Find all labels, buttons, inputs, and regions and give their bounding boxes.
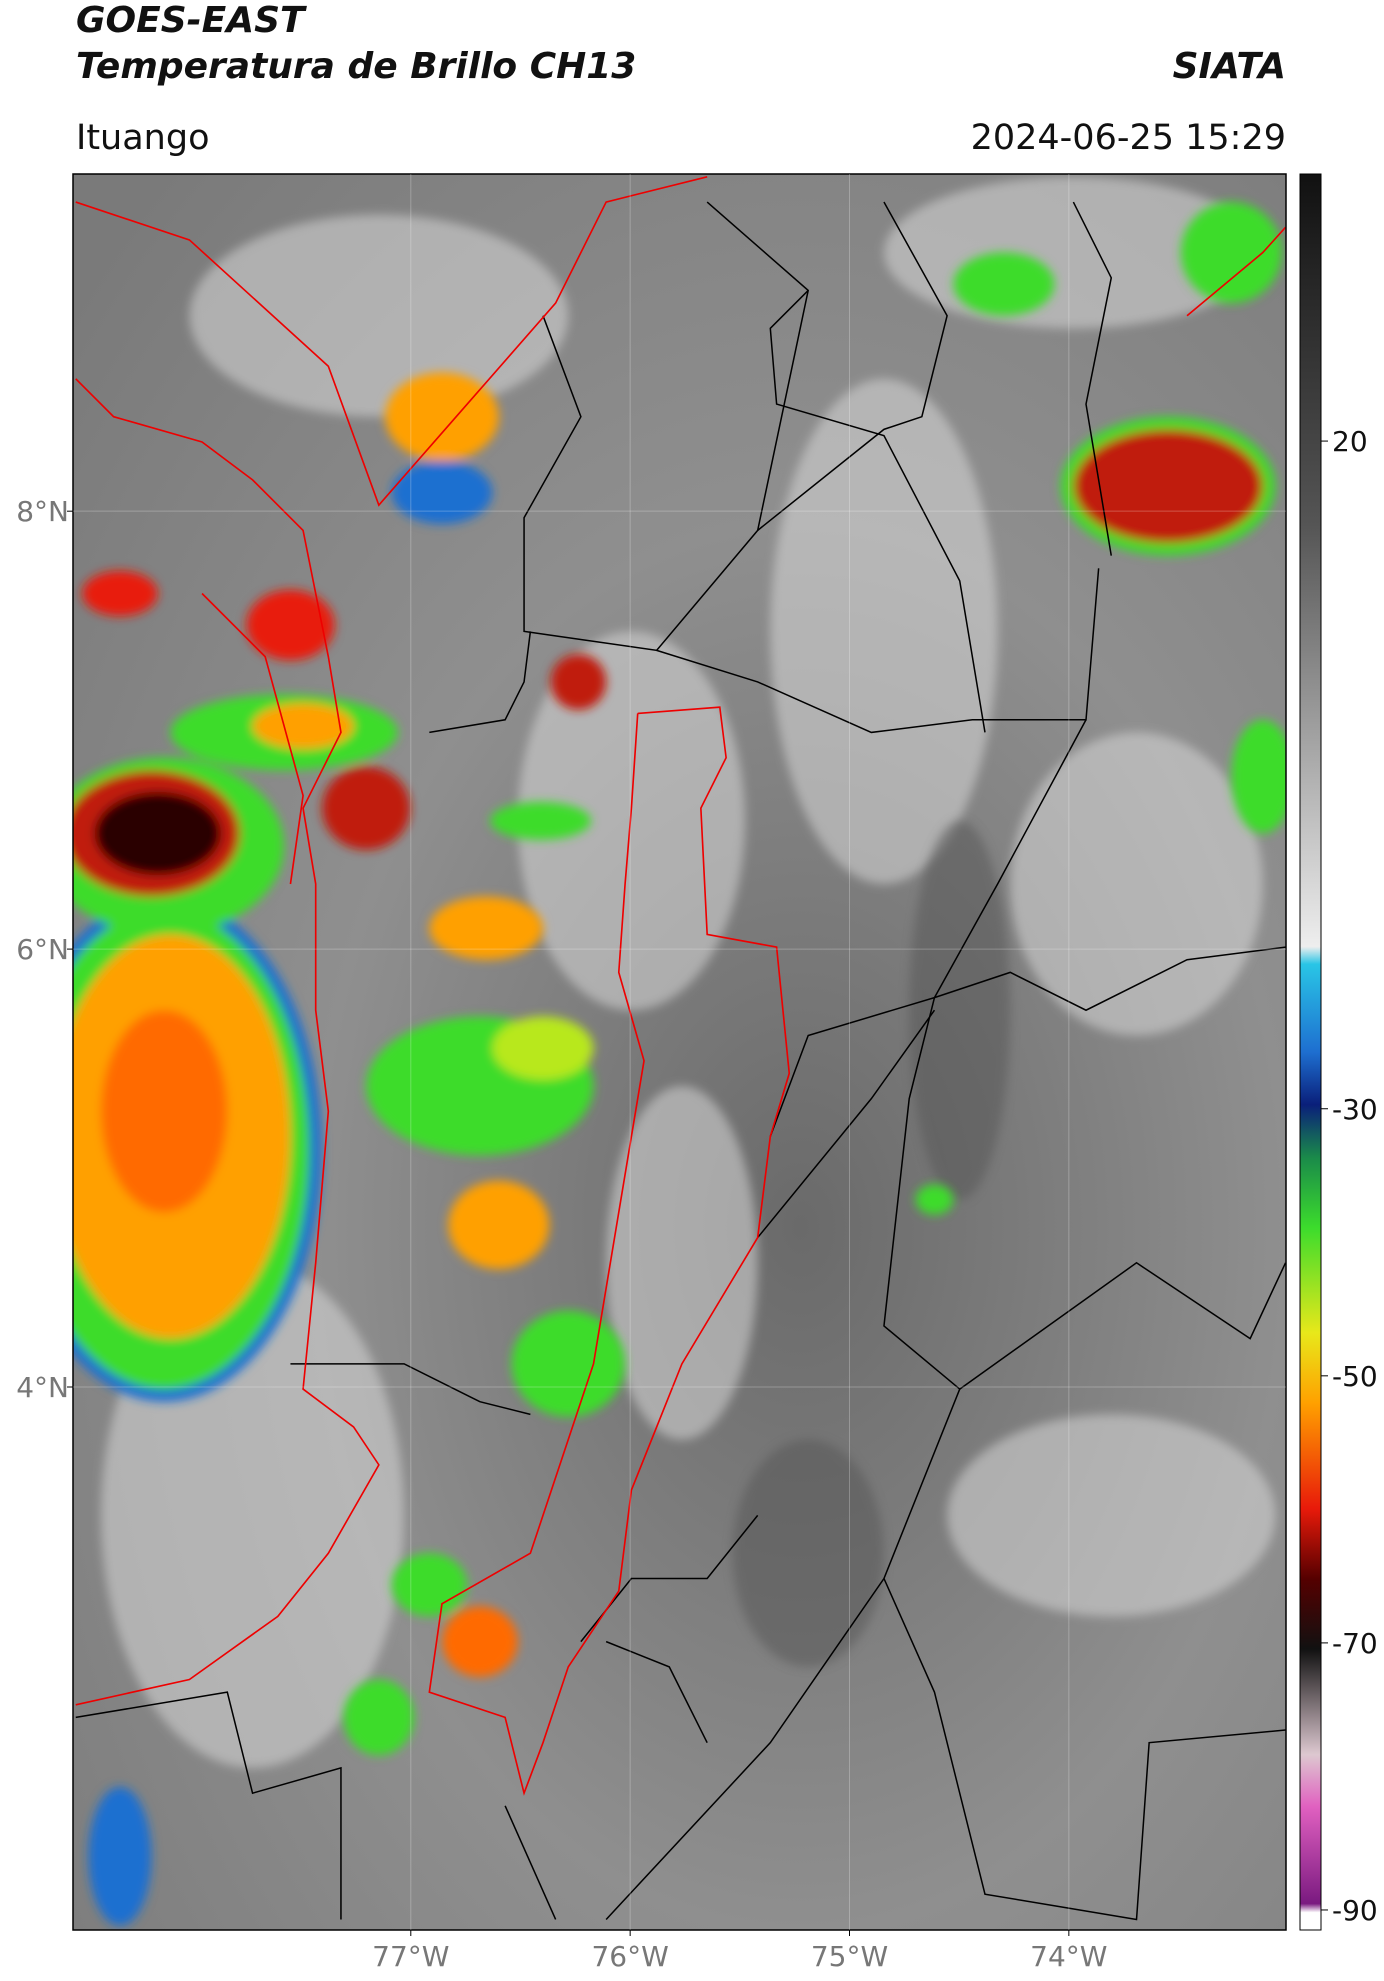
colorbar-tick-label: -50	[1332, 1360, 1378, 1393]
y-tick-label: 8°N	[16, 495, 69, 528]
colorbar	[1299, 173, 1322, 1931]
colorbar-tick-label: -30	[1332, 1093, 1378, 1126]
colorbar-tick-label: -70	[1332, 1627, 1378, 1660]
region: Ituango	[76, 118, 210, 158]
x-tick-label: 77°W	[372, 1940, 449, 1973]
subtitle: Temperatura de Brillo CH13	[76, 46, 636, 87]
grid	[73, 174, 1286, 1930]
title: GOES-EAST	[76, 0, 307, 41]
y-tick-label: 6°N	[16, 933, 69, 966]
datetime: 2024-06-25 15:29	[971, 118, 1286, 158]
colorbar-tick-label: -90	[1332, 1894, 1378, 1927]
colorbar-tick-label: 20	[1332, 425, 1368, 458]
map-frame	[72, 173, 1287, 1931]
x-tick-label: 74°W	[1030, 1940, 1107, 1973]
map-area	[73, 174, 1286, 1930]
x-tick-label: 76°W	[591, 1940, 668, 1973]
x-tick-label: 75°W	[811, 1940, 888, 1973]
source: SIATA	[1173, 46, 1286, 87]
ticks: 77°W 76°W 75°W 74°W 8°N 6°N 4°N	[16, 495, 1107, 1973]
cloud-field	[73, 175, 1286, 1926]
colorbar-ticks: 20 -30 -50 -70 -90	[1321, 425, 1378, 1927]
y-tick-label: 4°N	[16, 1371, 69, 1404]
